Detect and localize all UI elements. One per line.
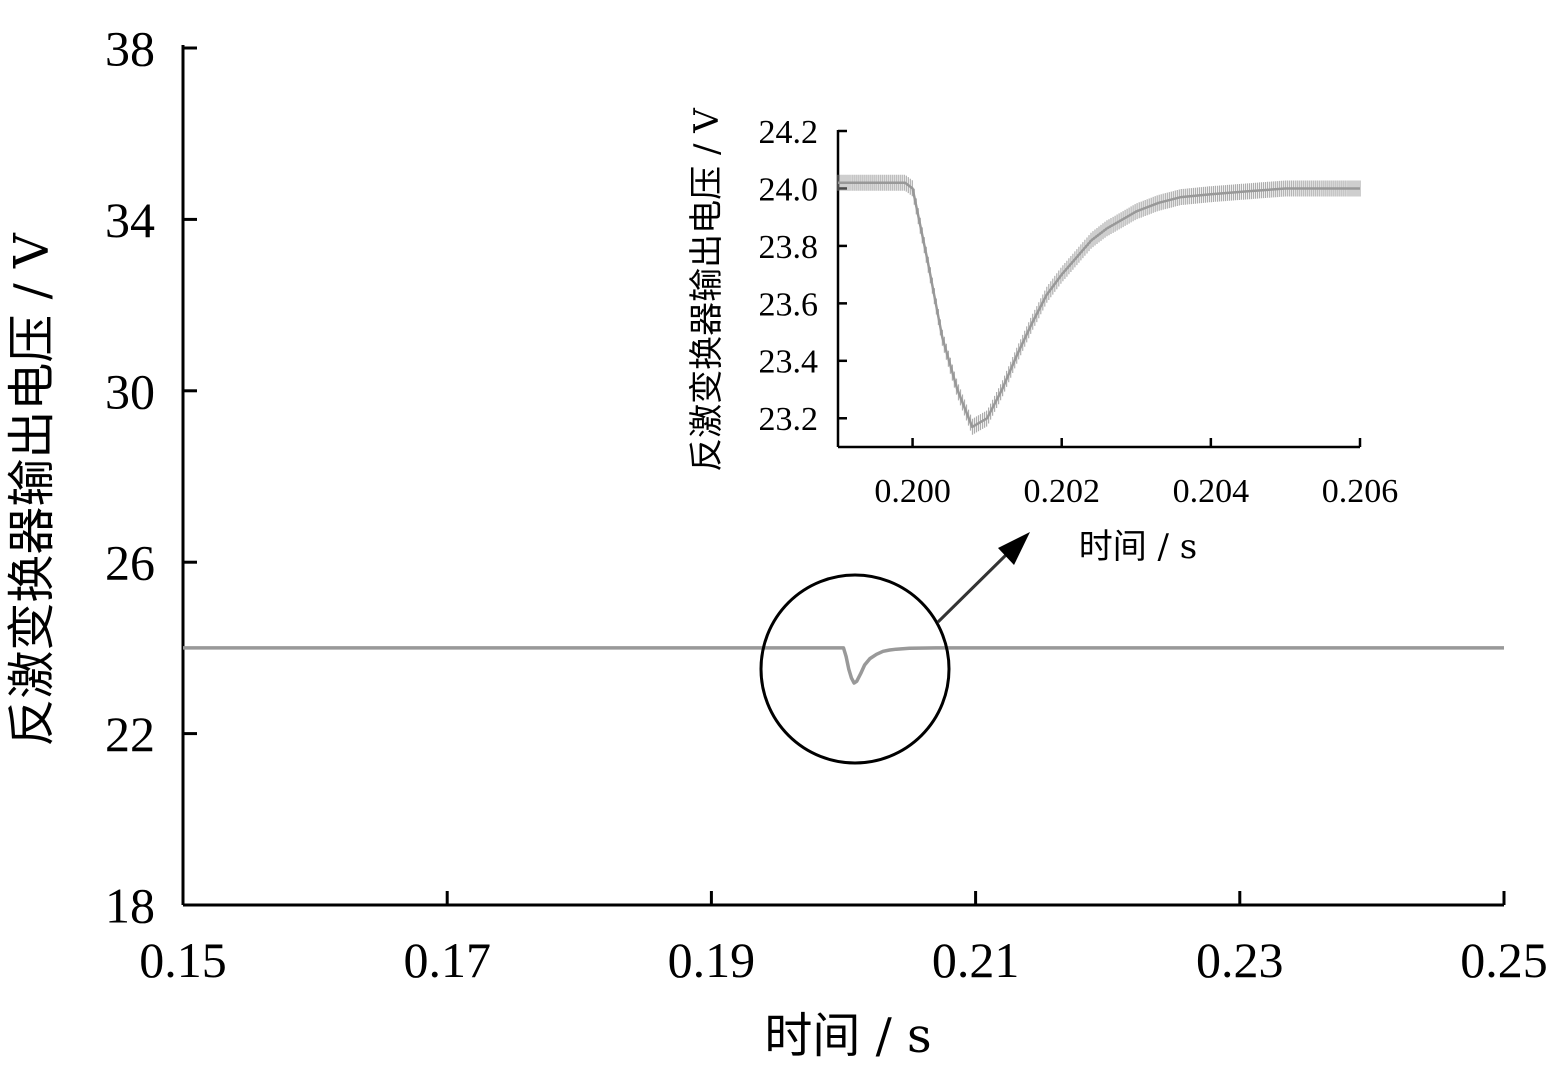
- inset-x-tick-label: 0.200: [874, 473, 951, 510]
- main-y-tick-label: 18: [105, 878, 155, 934]
- main-x-axis-title: 时间 / s: [764, 1008, 931, 1064]
- inset-x-tick-label: 0.206: [1322, 473, 1399, 510]
- inset-x-axis-title: 时间 / s: [1079, 527, 1198, 567]
- inset-series-ripple: [837, 174, 1361, 435]
- main-y-tick-label: 30: [105, 363, 155, 419]
- inset-chart-series: [837, 174, 1361, 435]
- zoom-arrow-head: [998, 532, 1030, 565]
- inset-x-tick-label: 0.204: [1173, 473, 1250, 510]
- inset-y-tick-label: 23.4: [759, 344, 819, 381]
- inset-y-axis-title: 反激变换器输出电压 / V: [687, 107, 727, 472]
- inset-y-tick-label: 23.6: [759, 286, 819, 323]
- inset-chart-axes: [836, 130, 1360, 449]
- main-x-tick-label: 0.23: [1196, 932, 1284, 988]
- inset-y-tick-label: 24.0: [759, 171, 819, 208]
- main-x-tick-label: 0.25: [1460, 932, 1548, 988]
- inset-x-tick-label: 0.202: [1023, 473, 1100, 510]
- main-y-axis-title: 反激变换器输出电压 / V: [4, 232, 60, 747]
- main-y-tick-label: 34: [105, 192, 155, 248]
- zoom-circle: [759, 573, 951, 765]
- main-x-tick-label: 0.19: [668, 932, 756, 988]
- inset-series-line: [838, 181, 1360, 429]
- inset-chart-ticks: 0.200 0.202 0.204 0.206 23.2 23.4 23.6 23.8 24.0…: [759, 114, 1399, 510]
- main-chart-ticks: 0.15 0.17 0.19 0.21 0.23 0.25 18 22 26 30 34 38: [105, 21, 1548, 989]
- main-chart-series: [183, 646, 1504, 685]
- main-y-tick-label: 38: [105, 21, 155, 77]
- zoom-arrow-shaft: [936, 551, 1010, 624]
- main-chart-axes: [181, 45, 1504, 907]
- main-y-tick-label: 26: [105, 535, 155, 591]
- main-series-line: [183, 646, 1504, 685]
- inset-y-tick-label: 23.2: [759, 401, 819, 438]
- inset-y-tick-label: 23.8: [759, 229, 819, 266]
- main-x-tick-label: 0.21: [932, 932, 1020, 988]
- main-x-tick-label: 0.17: [403, 932, 491, 988]
- main-y-tick-label: 22: [105, 706, 155, 762]
- main-x-tick-label: 0.15: [139, 932, 227, 988]
- inset-y-tick-label: 24.2: [759, 114, 819, 151]
